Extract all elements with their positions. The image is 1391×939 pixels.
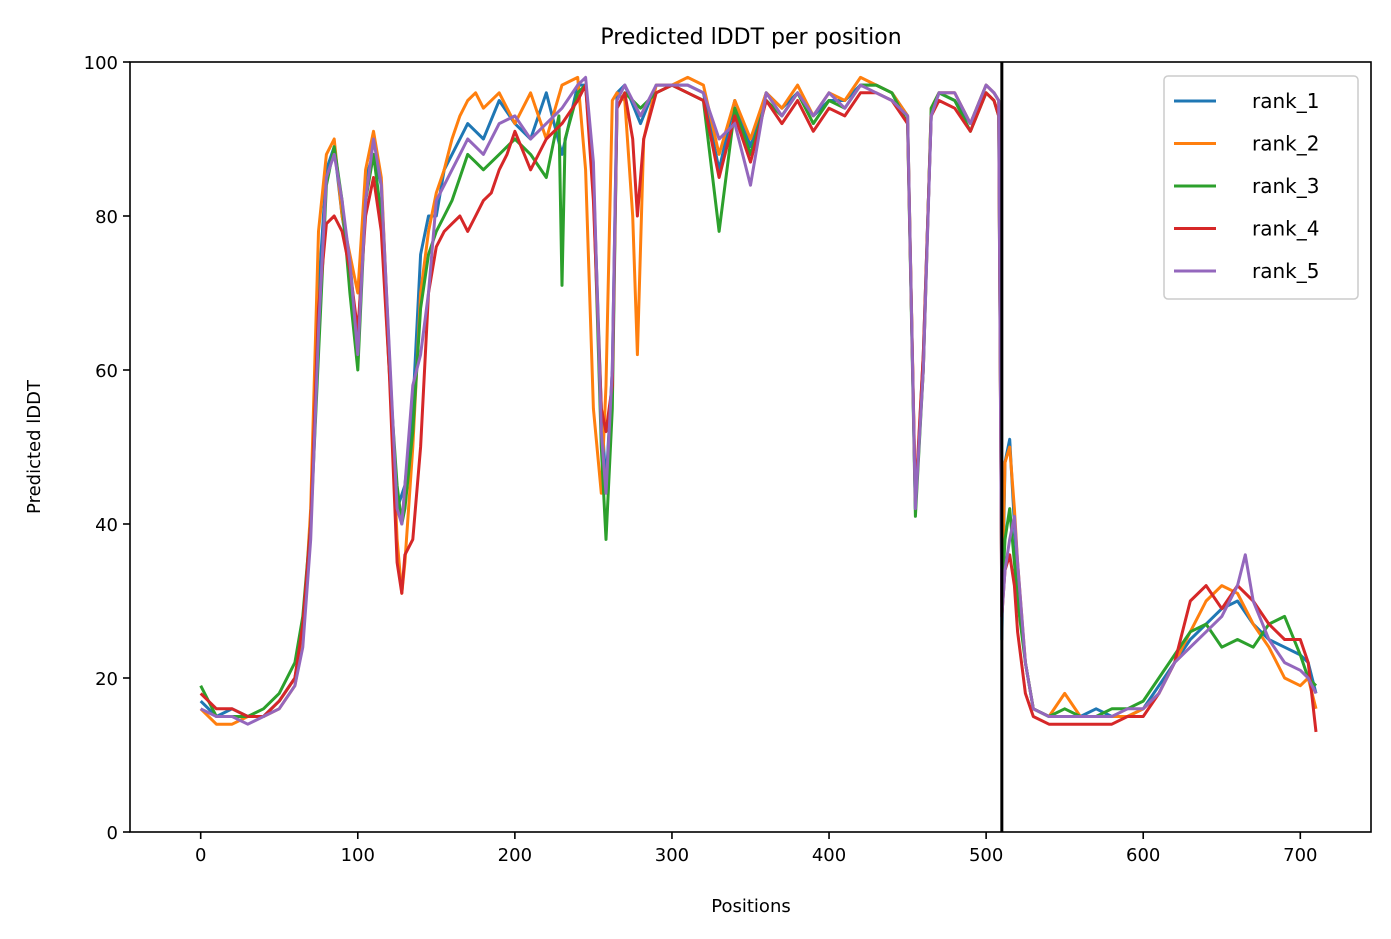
x-axis-label: Positions [711,896,790,917]
x-tick-label: 0 [195,845,206,866]
legend-label-rank_3: rank_3 [1252,174,1319,198]
legend-label-rank_1: rank_1 [1252,89,1319,113]
chart-title: Predicted lDDT per position [600,25,901,50]
x-tick-label: 600 [1126,845,1160,866]
legend: rank_1 rank_2 rank_3 rank_4 rank_5 [1163,75,1359,300]
y-tick-label: 40 [95,515,118,536]
legend-label-rank_2: rank_2 [1252,132,1319,156]
y-tick-label: 0 [107,823,118,844]
legend-label-rank_4: rank_4 [1252,217,1319,241]
legend-label-rank_5: rank_5 [1252,259,1319,283]
x-tick-label: 100 [341,845,375,866]
x-tick-label: 700 [1283,845,1317,866]
y-axis-label: Predicted lDDT [24,379,45,514]
x-axis: 0 100 200 300 400 500 600 700 [195,832,1317,866]
y-axis: 0 20 40 60 80 100 [84,53,130,844]
series-line-rank_5 [200,75,1318,726]
y-tick-label: 20 [95,669,118,690]
x-tick-label: 300 [655,845,689,866]
plot-frame [129,61,1372,833]
x-tick-label: 400 [812,845,846,866]
series-layer [199,75,1318,733]
y-tick-label: 80 [95,207,118,228]
legend-box [1163,75,1359,300]
x-tick-label: 200 [498,845,532,866]
y-tick-label: 100 [84,53,118,74]
series-line-rank_4 [199,83,1318,733]
y-tick-label: 60 [95,361,118,382]
x-tick-label: 500 [969,845,1003,866]
